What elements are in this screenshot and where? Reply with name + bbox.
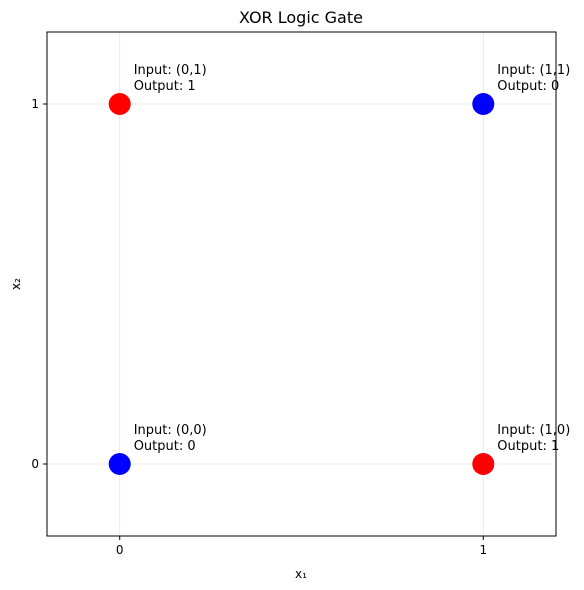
annotation-0-1: Input: (0,1) Output: 1 [134, 63, 207, 94]
annotation-output-line: Output: 1 [497, 439, 559, 454]
y-tick-label: 0 [31, 457, 39, 471]
xor-point-1-1 [472, 93, 495, 115]
data-points [108, 93, 495, 475]
xor-point-1-0 [472, 453, 495, 475]
grid-lines [47, 32, 556, 536]
annotation-input-line: Input: (1,0) [497, 423, 570, 438]
annotation-1-1: Input: (1,1) Output: 0 [497, 63, 570, 94]
axis-ticks: 0 1 0 1 [31, 97, 487, 557]
annotation-output-line: Output: 0 [497, 79, 559, 94]
y-axis-label: x₂ [9, 278, 23, 290]
annotation-input-line: Input: (0,1) [134, 63, 207, 78]
annotation-0-0: Input: (0,0) Output: 0 [134, 423, 207, 454]
y-tick-label: 1 [31, 97, 39, 111]
xor-point-0-0 [108, 453, 131, 475]
x-axis-label: x₁ [295, 567, 307, 581]
annotation-input-line: Input: (0,0) [134, 423, 207, 438]
plot-area-frame [46, 31, 557, 537]
chart-title: XOR Logic Gate [239, 8, 363, 27]
x-tick-label: 0 [116, 543, 124, 557]
xor-point-0-1 [108, 93, 131, 115]
annotation-input-line: Input: (1,1) [497, 63, 570, 78]
annotation-output-line: Output: 0 [134, 439, 196, 454]
annotation-output-line: Output: 1 [134, 79, 196, 94]
annotation-1-0: Input: (1,0) Output: 1 [497, 423, 570, 454]
x-tick-label: 1 [479, 543, 487, 557]
